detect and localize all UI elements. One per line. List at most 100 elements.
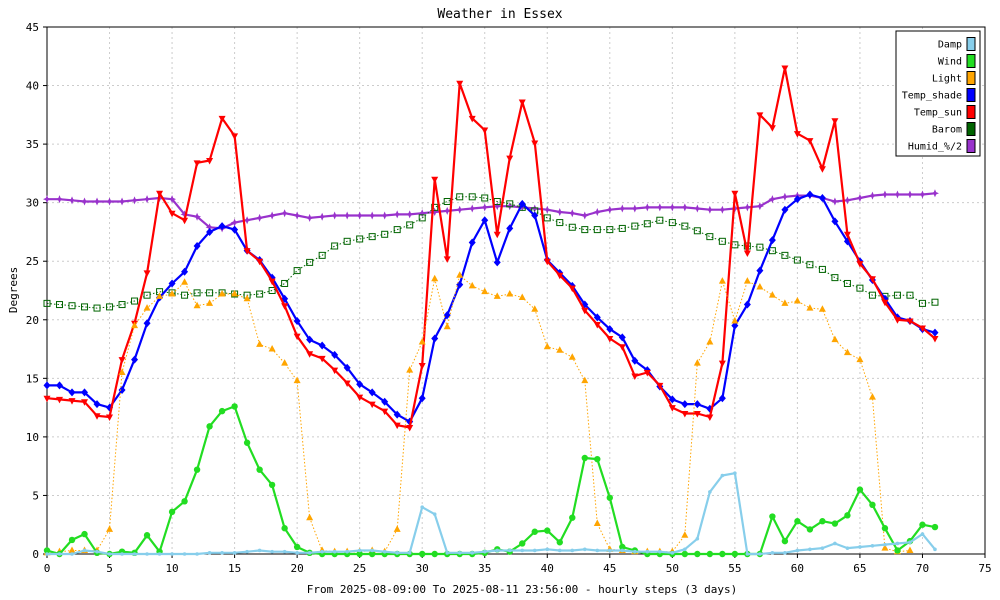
point-barom [906, 291, 914, 299]
point-humid-2 [293, 211, 302, 220]
point-damp [232, 551, 237, 555]
point-damp [95, 549, 99, 554]
point-barom [643, 220, 651, 228]
point-temp-sun [418, 362, 426, 370]
point-temp-shade [293, 316, 301, 325]
point-wind [844, 512, 851, 519]
y-tick-label: 5 [32, 489, 39, 502]
point-wind [881, 525, 889, 532]
point-temp-sun [281, 303, 289, 310]
point-temp-sun [218, 115, 226, 123]
point-damp [132, 552, 137, 556]
point-damp [895, 541, 900, 546]
point-damp [382, 549, 387, 554]
point-light [68, 546, 76, 553]
point-barom [68, 302, 76, 310]
point-barom [181, 291, 189, 299]
point-damp [557, 548, 562, 553]
point-damp [933, 547, 937, 552]
point-temp-sun [393, 422, 401, 430]
point-damp [120, 552, 124, 556]
point-humid-2 [843, 196, 852, 205]
point-temp-shade [731, 321, 739, 330]
legend-swatch-temp-shade [966, 88, 976, 102]
x-tick-label: 65 [853, 562, 866, 575]
point-light [743, 277, 751, 284]
point-humid-2 [643, 203, 652, 212]
point-light [581, 376, 589, 384]
y-tick-label: 45 [26, 21, 39, 34]
point-temp-sun [43, 395, 51, 403]
point-temp-shade [93, 400, 101, 409]
y-tick-label: 15 [26, 372, 39, 385]
point-light [906, 546, 914, 553]
point-light [306, 513, 314, 521]
point-light [506, 290, 514, 297]
grid-lines [47, 27, 985, 554]
point-temp-shade [131, 355, 139, 364]
point-temp-sun [906, 318, 914, 325]
point-temp-sun [506, 155, 514, 163]
point-barom [668, 219, 676, 227]
point-temp-shade [768, 236, 776, 245]
point-humid-2 [930, 189, 939, 198]
x-tick-label: 15 [228, 562, 241, 575]
point-humid-2 [343, 211, 352, 220]
point-temp-sun [143, 270, 151, 277]
point-humid-2 [493, 202, 502, 211]
point-light [231, 290, 239, 297]
point-wind [293, 543, 301, 551]
point-damp [582, 547, 587, 552]
point-temp-sun [443, 256, 451, 263]
point-temp-shade [43, 381, 51, 390]
point-temp-sun [118, 357, 126, 364]
point-temp-shade [531, 211, 539, 220]
point-light [818, 305, 826, 312]
point-humid-2 [405, 210, 414, 219]
point-temp-sun [856, 261, 864, 268]
point-temp-shade [356, 380, 364, 389]
point-damp [282, 549, 287, 554]
point-light [468, 281, 476, 289]
point-humid-2 [530, 204, 539, 213]
legend-box [895, 30, 981, 157]
point-light [493, 292, 501, 299]
point-humid-2 [255, 213, 264, 222]
point-temp-sun [731, 190, 739, 198]
series-line-barom [46, 196, 936, 309]
point-humid-2 [443, 206, 452, 215]
point-barom [81, 303, 89, 311]
point-damp [608, 548, 612, 553]
point-damp [870, 544, 875, 548]
point-wind [281, 525, 288, 532]
legend-label: Temp_sun [914, 108, 962, 119]
point-damp [595, 548, 600, 553]
point-damp [432, 512, 437, 516]
point-light [443, 322, 451, 330]
point-humid-2 [105, 197, 114, 206]
point-temp-sun [243, 248, 251, 255]
y-tick-label: 35 [26, 138, 39, 151]
point-temp-shade [631, 356, 639, 365]
x-tick-label: 55 [728, 562, 741, 575]
point-light [556, 346, 564, 353]
point-temp-sun [643, 369, 651, 377]
point-wind [594, 455, 601, 463]
x-tick-label: 50 [666, 562, 679, 575]
point-wind [218, 407, 226, 415]
point-temp-sun [406, 425, 414, 432]
point-temp-sun [231, 133, 239, 140]
point-temp-shade [593, 313, 601, 322]
point-wind [68, 536, 76, 544]
point-temp-sun [493, 231, 501, 239]
point-temp-sun [556, 272, 564, 280]
point-humid-2 [593, 208, 602, 217]
point-light [718, 277, 726, 284]
point-damp [633, 549, 637, 554]
point-humid-2 [705, 205, 714, 214]
point-light [793, 297, 801, 304]
point-temp-sun [568, 285, 576, 293]
y-tick-label: 10 [26, 431, 39, 444]
point-temp-sun [431, 176, 439, 184]
point-humid-2 [893, 190, 902, 199]
